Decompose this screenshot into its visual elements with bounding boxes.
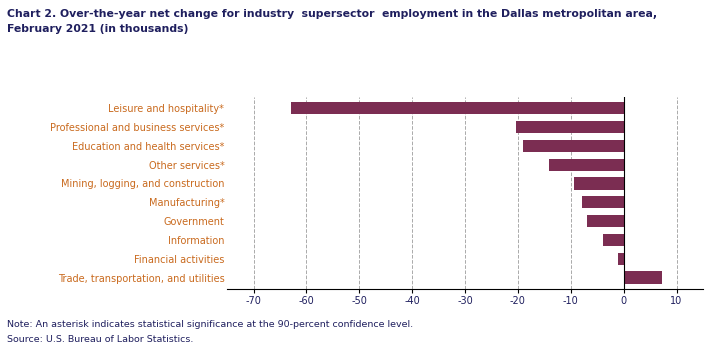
Text: Source: U.S. Bureau of Labor Statistics.: Source: U.S. Bureau of Labor Statistics.: [7, 335, 193, 344]
Text: February 2021 (in thousands): February 2021 (in thousands): [7, 24, 189, 34]
Bar: [619, 253, 624, 265]
Bar: [624, 272, 662, 284]
Bar: [291, 102, 624, 114]
Bar: [575, 177, 624, 190]
Bar: [516, 121, 624, 133]
Bar: [523, 140, 624, 152]
Bar: [587, 215, 624, 227]
Bar: [583, 196, 624, 208]
Bar: [603, 234, 624, 246]
Text: Chart 2. Over-the-year net change for industry  supersector  employment in the D: Chart 2. Over-the-year net change for in…: [7, 9, 658, 19]
Text: Note: An asterisk indicates statistical significance at the 90-percent confidenc: Note: An asterisk indicates statistical …: [7, 320, 413, 329]
Bar: [549, 158, 624, 171]
